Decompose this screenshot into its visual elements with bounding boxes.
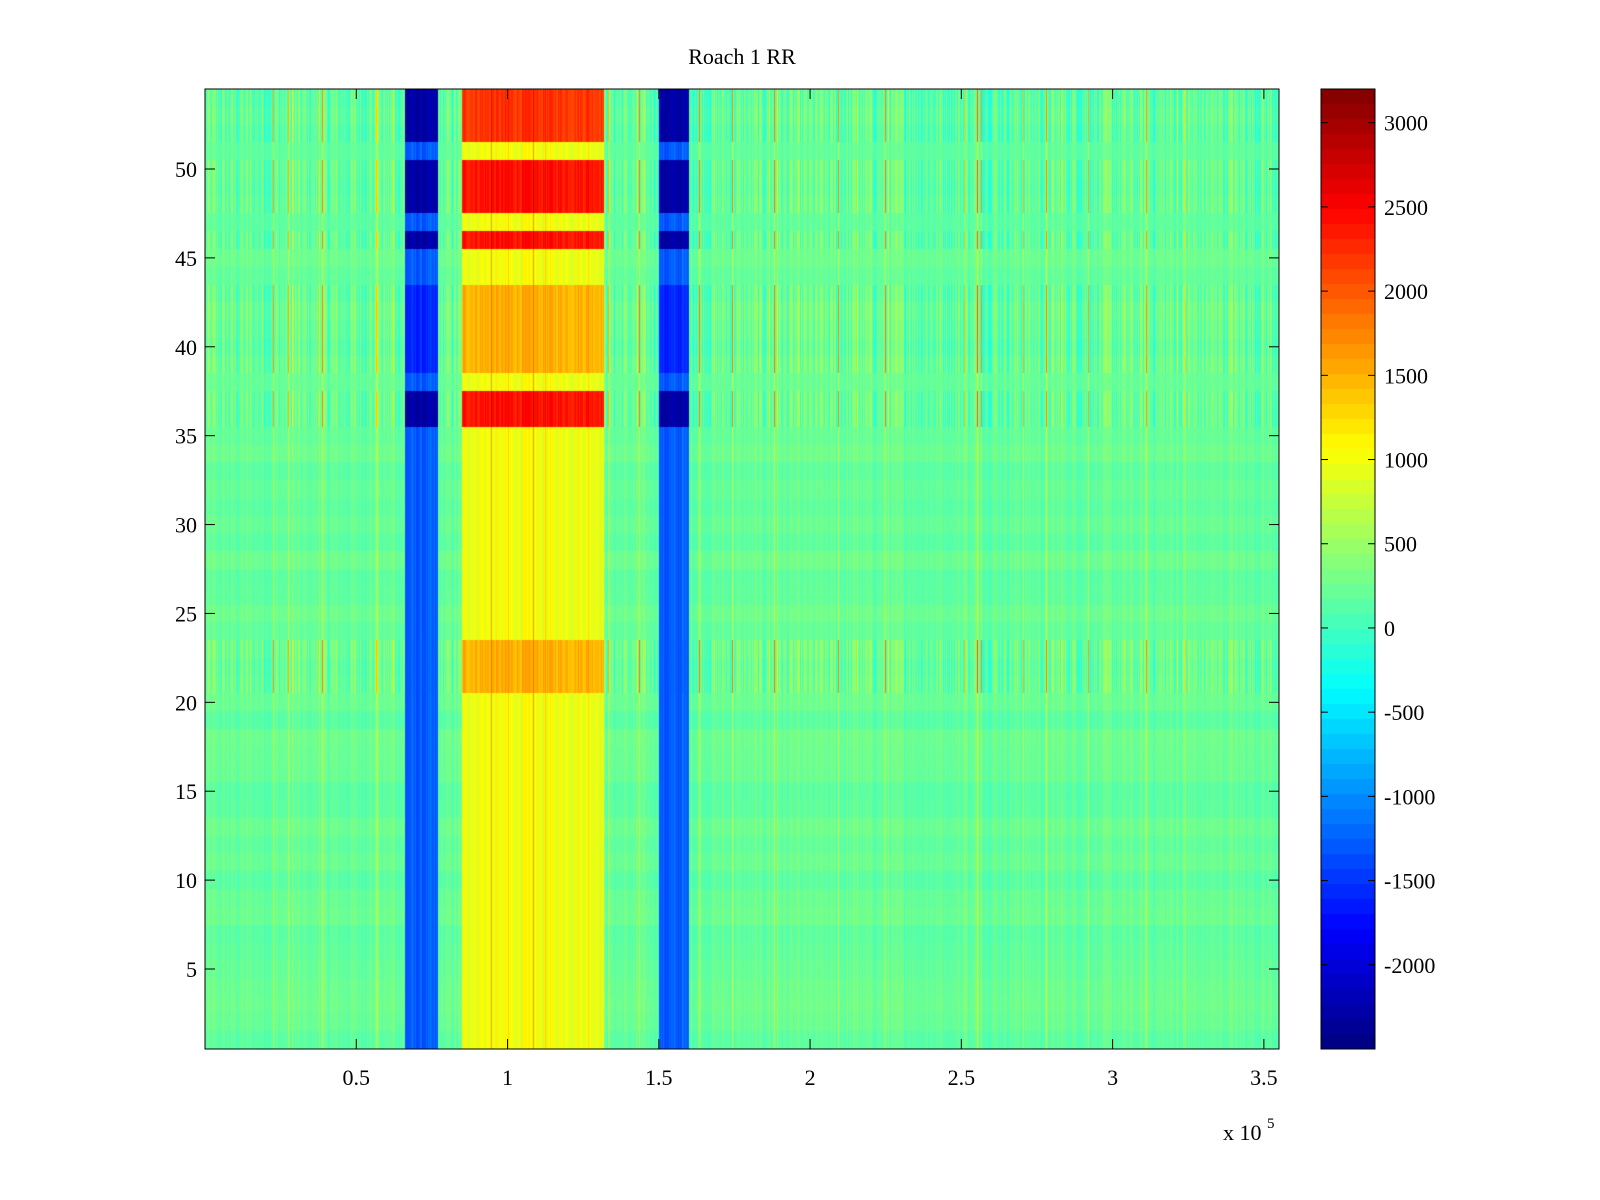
colorbar-tick-label: 0	[1384, 616, 1395, 641]
x-multiplier-base: x 10	[1223, 1120, 1262, 1145]
plot-frame	[204, 88, 1280, 1050]
x-tick-label: 2	[805, 1065, 816, 1090]
y-tick-label: 35	[175, 424, 197, 449]
x-tick-label: 3	[1107, 1065, 1118, 1090]
y-tick-label: 20	[175, 690, 197, 715]
x-multiplier-label: x 10 5	[1223, 1116, 1275, 1145]
colorbar-tick-label: 1500	[1384, 363, 1428, 388]
y-axis: 5 10 15 20 25 30 35 40 45 50	[175, 157, 1279, 982]
x-tick-label: 2.5	[948, 1065, 976, 1090]
x-multiplier-exponent: 5	[1267, 1116, 1275, 1132]
colorbar-tick-label: -500	[1384, 700, 1424, 725]
y-tick-label: 5	[186, 957, 197, 982]
y-tick-label: 25	[175, 601, 197, 626]
colorbar-tick-label: -1500	[1384, 869, 1435, 894]
x-tick-label: 1.5	[645, 1065, 673, 1090]
y-tick-label: 15	[175, 779, 197, 804]
colorbar-tick-label: 3000	[1384, 111, 1428, 136]
y-tick-label: 10	[175, 868, 197, 893]
y-tick-label: 30	[175, 513, 197, 538]
colorbar	[1321, 89, 1375, 1049]
chart-title: Roach 1 RR	[688, 44, 796, 69]
x-tick-label: 0.5	[343, 1065, 371, 1090]
colorbar-frame	[1320, 88, 1376, 1050]
colorbar-tick-label: -1000	[1384, 784, 1435, 809]
y-tick-label: 45	[175, 246, 197, 271]
y-tick-label: 40	[175, 335, 197, 360]
x-axis: 0.5 1 1.5 2 2.5 3 3.5	[343, 89, 1278, 1090]
y-tick-label: 50	[175, 157, 197, 182]
colorbar-tick-label: 1000	[1384, 448, 1428, 473]
heatmap-image	[205, 89, 1279, 1049]
colorbar-tick-label: -2000	[1384, 953, 1435, 978]
colorbar-tick-label: 2500	[1384, 195, 1428, 220]
colorbar-tick-label: 2000	[1384, 279, 1428, 304]
x-tick-label: 1	[502, 1065, 513, 1090]
colorbar-axis: 3000 2500 2000 1500 1000 500 0 -500 -1000 -1500 -2…	[1321, 111, 1435, 978]
x-tick-label: 3.5	[1250, 1065, 1278, 1090]
colorbar-tick-label: 500	[1384, 532, 1417, 557]
